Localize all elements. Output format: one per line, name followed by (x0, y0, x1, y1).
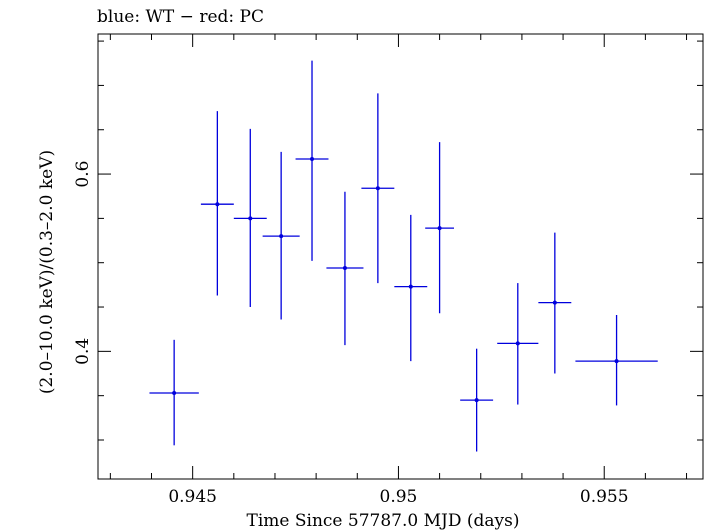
x-axis-label: Time Since 57787.0 MJD (days) (247, 511, 520, 531)
point-marker (215, 202, 220, 207)
axis-tick-labels: 0.945 0.95 0.955 0.4 0.6 (73, 161, 629, 507)
data-point (262, 151, 300, 320)
point-marker (310, 156, 315, 161)
data-point (233, 128, 267, 308)
point-marker (248, 216, 253, 221)
data-point (200, 111, 234, 296)
data-point (361, 93, 395, 284)
y-tick-label: 0.4 (73, 338, 93, 365)
data-point (460, 348, 494, 452)
data-point (295, 60, 329, 261)
y-tick-label: 0.6 (73, 161, 93, 188)
point-marker (375, 186, 380, 191)
point-marker (515, 341, 520, 346)
point-marker (552, 300, 557, 305)
x-tick-label: 0.945 (168, 487, 217, 507)
point-marker (614, 359, 619, 364)
point-marker (279, 234, 284, 239)
x-tick-label: 0.955 (580, 487, 629, 507)
plot-frame (97, 33, 704, 480)
data-point (497, 283, 539, 405)
point-marker (437, 226, 442, 231)
point-marker (474, 398, 479, 403)
data-series (149, 60, 658, 452)
point-marker (408, 284, 413, 289)
x-tick-label: 0.95 (380, 487, 418, 507)
data-point (394, 214, 428, 362)
data-point (425, 142, 455, 314)
data-point (149, 339, 199, 446)
data-point (326, 191, 364, 346)
y-axis-label: (2.0–10.0 keV)/(0.3–2.0 keV) (37, 150, 57, 394)
data-point (538, 232, 572, 374)
point-marker (172, 391, 177, 396)
axis-ticks (98, 34, 703, 479)
chart-title: blue: WT − red: PC (97, 7, 264, 27)
data-point (575, 315, 658, 406)
point-marker (342, 266, 347, 271)
